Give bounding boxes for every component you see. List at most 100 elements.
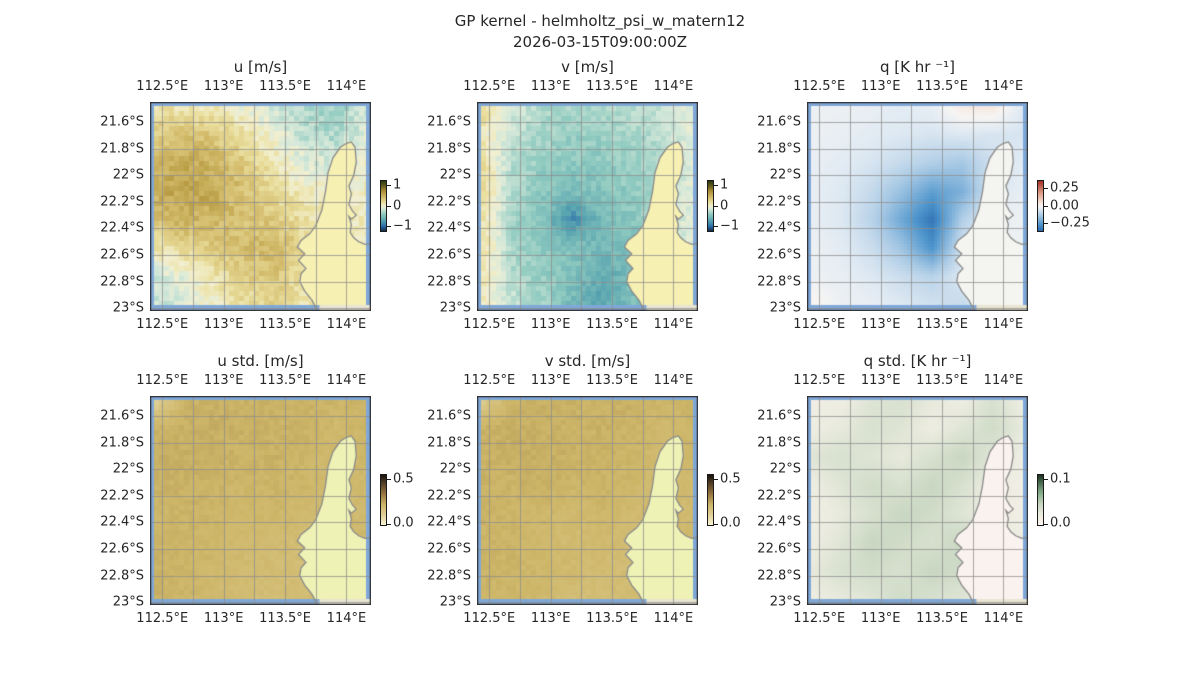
bottom-axis-tick-u-0: 112.5°E — [136, 317, 189, 332]
left-axis-tick-v-0: 21.6°S — [427, 114, 471, 130]
left-axis-tick-v_std-6: 22.8°S — [427, 568, 471, 584]
colorbar-label-u-2: −1 — [393, 218, 413, 234]
top-axis-tick-u-0: 112.5°E — [136, 79, 189, 94]
left-axis-tick-v_std-4: 22.4°S — [427, 514, 471, 530]
colorbar-label-q_std-0: 0.1 — [1050, 471, 1071, 487]
subplot-title-u_std: u std. [m/s] — [217, 352, 304, 370]
left-axis-tick-v_std-1: 21.8°S — [427, 435, 471, 451]
top-axis-tick-v_std-3: 114°E — [653, 373, 694, 388]
colorbar-label-u_std-0: 0.5 — [393, 471, 414, 487]
bottom-axis-tick-q-0: 112.5°E — [793, 317, 846, 332]
bottom-axis-tick-u_std-3: 114°E — [326, 611, 367, 626]
figure-title: GP kernel - helmholtz_psi_w_matern12 — [454, 12, 746, 30]
bottom-axis-tick-u_std-0: 112.5°E — [136, 611, 189, 626]
left-axis-tick-u-1: 21.8°S — [100, 141, 144, 157]
colorbar-tickmark-q-2 — [1044, 223, 1048, 224]
colorbar-label-v-0: 1 — [720, 177, 729, 193]
top-axis-tick-q_std-2: 113.5°E — [916, 373, 969, 388]
colorbar-q — [1037, 180, 1044, 232]
top-axis-tick-v-0: 112.5°E — [463, 79, 516, 94]
colorbar-tickmark-v-2 — [714, 226, 718, 227]
colorbar-tickmark-v_std-0 — [714, 479, 718, 480]
colorbar-label-v-1: 0 — [720, 198, 729, 213]
colorbar-tickmark-u_std-0 — [387, 479, 391, 480]
bottom-axis-tick-v_std-3: 114°E — [653, 611, 694, 626]
colorbar-label-v_std-0: 0.5 — [720, 471, 741, 487]
left-axis-tick-u-5: 22.6°S — [100, 247, 144, 263]
left-axis-tick-q_std-7: 23°S — [769, 594, 801, 610]
bottom-axis-tick-u-3: 114°E — [326, 317, 367, 332]
bottom-axis-tick-u_std-1: 113°E — [203, 611, 244, 626]
left-axis-tick-q_std-0: 21.6°S — [757, 408, 801, 424]
bottom-axis-tick-u-1: 113°E — [203, 317, 244, 332]
left-axis-tick-v-2: 22°S — [439, 167, 471, 183]
top-axis-tick-q_std-1: 113°E — [860, 373, 901, 388]
bottom-axis-tick-q-3: 114°E — [983, 317, 1024, 332]
colorbar-q_std — [1037, 474, 1044, 526]
bottom-axis-tick-q-2: 113.5°E — [916, 317, 969, 332]
top-axis-tick-q-1: 113°E — [860, 79, 901, 94]
left-axis-tick-q_std-5: 22.6°S — [757, 541, 801, 557]
left-axis-tick-q-5: 22.6°S — [757, 247, 801, 263]
left-axis-tick-u-2: 22°S — [112, 167, 144, 183]
colorbar-u_std — [380, 474, 387, 526]
colorbar-tickmark-u-1 — [387, 206, 391, 207]
bottom-axis-tick-q_std-2: 113.5°E — [916, 611, 969, 626]
subplot-title-q: q [K hr ⁻¹] — [880, 58, 955, 76]
bottom-axis-tick-q_std-3: 114°E — [983, 611, 1024, 626]
colorbar-v — [707, 180, 714, 232]
left-axis-tick-u_std-4: 22.4°S — [100, 514, 144, 530]
left-axis-tick-q-3: 22.2°S — [757, 194, 801, 210]
colorbar-tickmark-q_std-1 — [1044, 524, 1048, 525]
colorbar-tickmark-u-2 — [387, 226, 391, 227]
bottom-axis-tick-v_std-0: 112.5°E — [463, 611, 516, 626]
left-axis-tick-q_std-4: 22.4°S — [757, 514, 801, 530]
top-axis-tick-v-2: 113.5°E — [586, 79, 639, 94]
colorbar-tickmark-q-1 — [1044, 206, 1048, 207]
left-axis-tick-u_std-1: 21.8°S — [100, 435, 144, 451]
colorbar-label-u-0: 1 — [393, 177, 402, 193]
left-axis-tick-v-1: 21.8°S — [427, 141, 471, 157]
colorbar-label-q_std-1: 0.0 — [1050, 515, 1071, 531]
colorbar-label-v_std-1: 0.0 — [720, 515, 741, 531]
left-axis-tick-u_std-6: 22.8°S — [100, 568, 144, 584]
left-axis-tick-q-6: 22.8°S — [757, 274, 801, 290]
top-axis-tick-u-3: 114°E — [326, 79, 367, 94]
bottom-axis-tick-q_std-0: 112.5°E — [793, 611, 846, 626]
top-axis-tick-u-2: 113.5°E — [259, 79, 312, 94]
colorbar-label-q-1: 0.00 — [1050, 198, 1079, 213]
top-axis-tick-u_std-3: 114°E — [326, 373, 367, 388]
colorbar-tickmark-u_std-1 — [387, 524, 391, 525]
top-axis-tick-q-3: 114°E — [983, 79, 1024, 94]
colorbar-tickmark-u-0 — [387, 185, 391, 186]
top-axis-tick-u_std-1: 113°E — [203, 373, 244, 388]
left-axis-tick-u_std-0: 21.6°S — [100, 408, 144, 424]
left-axis-tick-q-0: 21.6°S — [757, 114, 801, 130]
bottom-axis-tick-v-1: 113°E — [530, 317, 571, 332]
colorbar-tickmark-q-0 — [1044, 188, 1048, 189]
left-axis-tick-u-3: 22.2°S — [100, 194, 144, 210]
top-axis-tick-u-1: 113°E — [203, 79, 244, 94]
top-axis-tick-q_std-3: 114°E — [983, 373, 1024, 388]
figure-timestamp: 2026-03-15T09:00:00Z — [513, 33, 687, 51]
colorbar-label-q-2: −0.25 — [1050, 215, 1090, 231]
top-axis-tick-v-3: 114°E — [653, 79, 694, 94]
left-axis-tick-u-0: 21.6°S — [100, 114, 144, 130]
left-axis-tick-u-4: 22.4°S — [100, 220, 144, 236]
left-axis-tick-v-7: 23°S — [439, 300, 471, 316]
bottom-axis-tick-v_std-1: 113°E — [530, 611, 571, 626]
left-axis-tick-q-1: 21.8°S — [757, 141, 801, 157]
bottom-axis-tick-q-1: 113°E — [860, 317, 901, 332]
map-u — [150, 102, 371, 311]
left-axis-tick-u_std-2: 22°S — [112, 461, 144, 477]
top-axis-tick-q-0: 112.5°E — [793, 79, 846, 94]
left-axis-tick-q_std-6: 22.8°S — [757, 568, 801, 584]
top-axis-tick-v_std-1: 113°E — [530, 373, 571, 388]
subplot-title-u: u [m/s] — [233, 58, 288, 76]
left-axis-tick-v-4: 22.4°S — [427, 220, 471, 236]
map-v — [477, 102, 698, 311]
top-axis-tick-q-2: 113.5°E — [916, 79, 969, 94]
bottom-axis-tick-v_std-2: 113.5°E — [586, 611, 639, 626]
left-axis-tick-q_std-1: 21.8°S — [757, 435, 801, 451]
